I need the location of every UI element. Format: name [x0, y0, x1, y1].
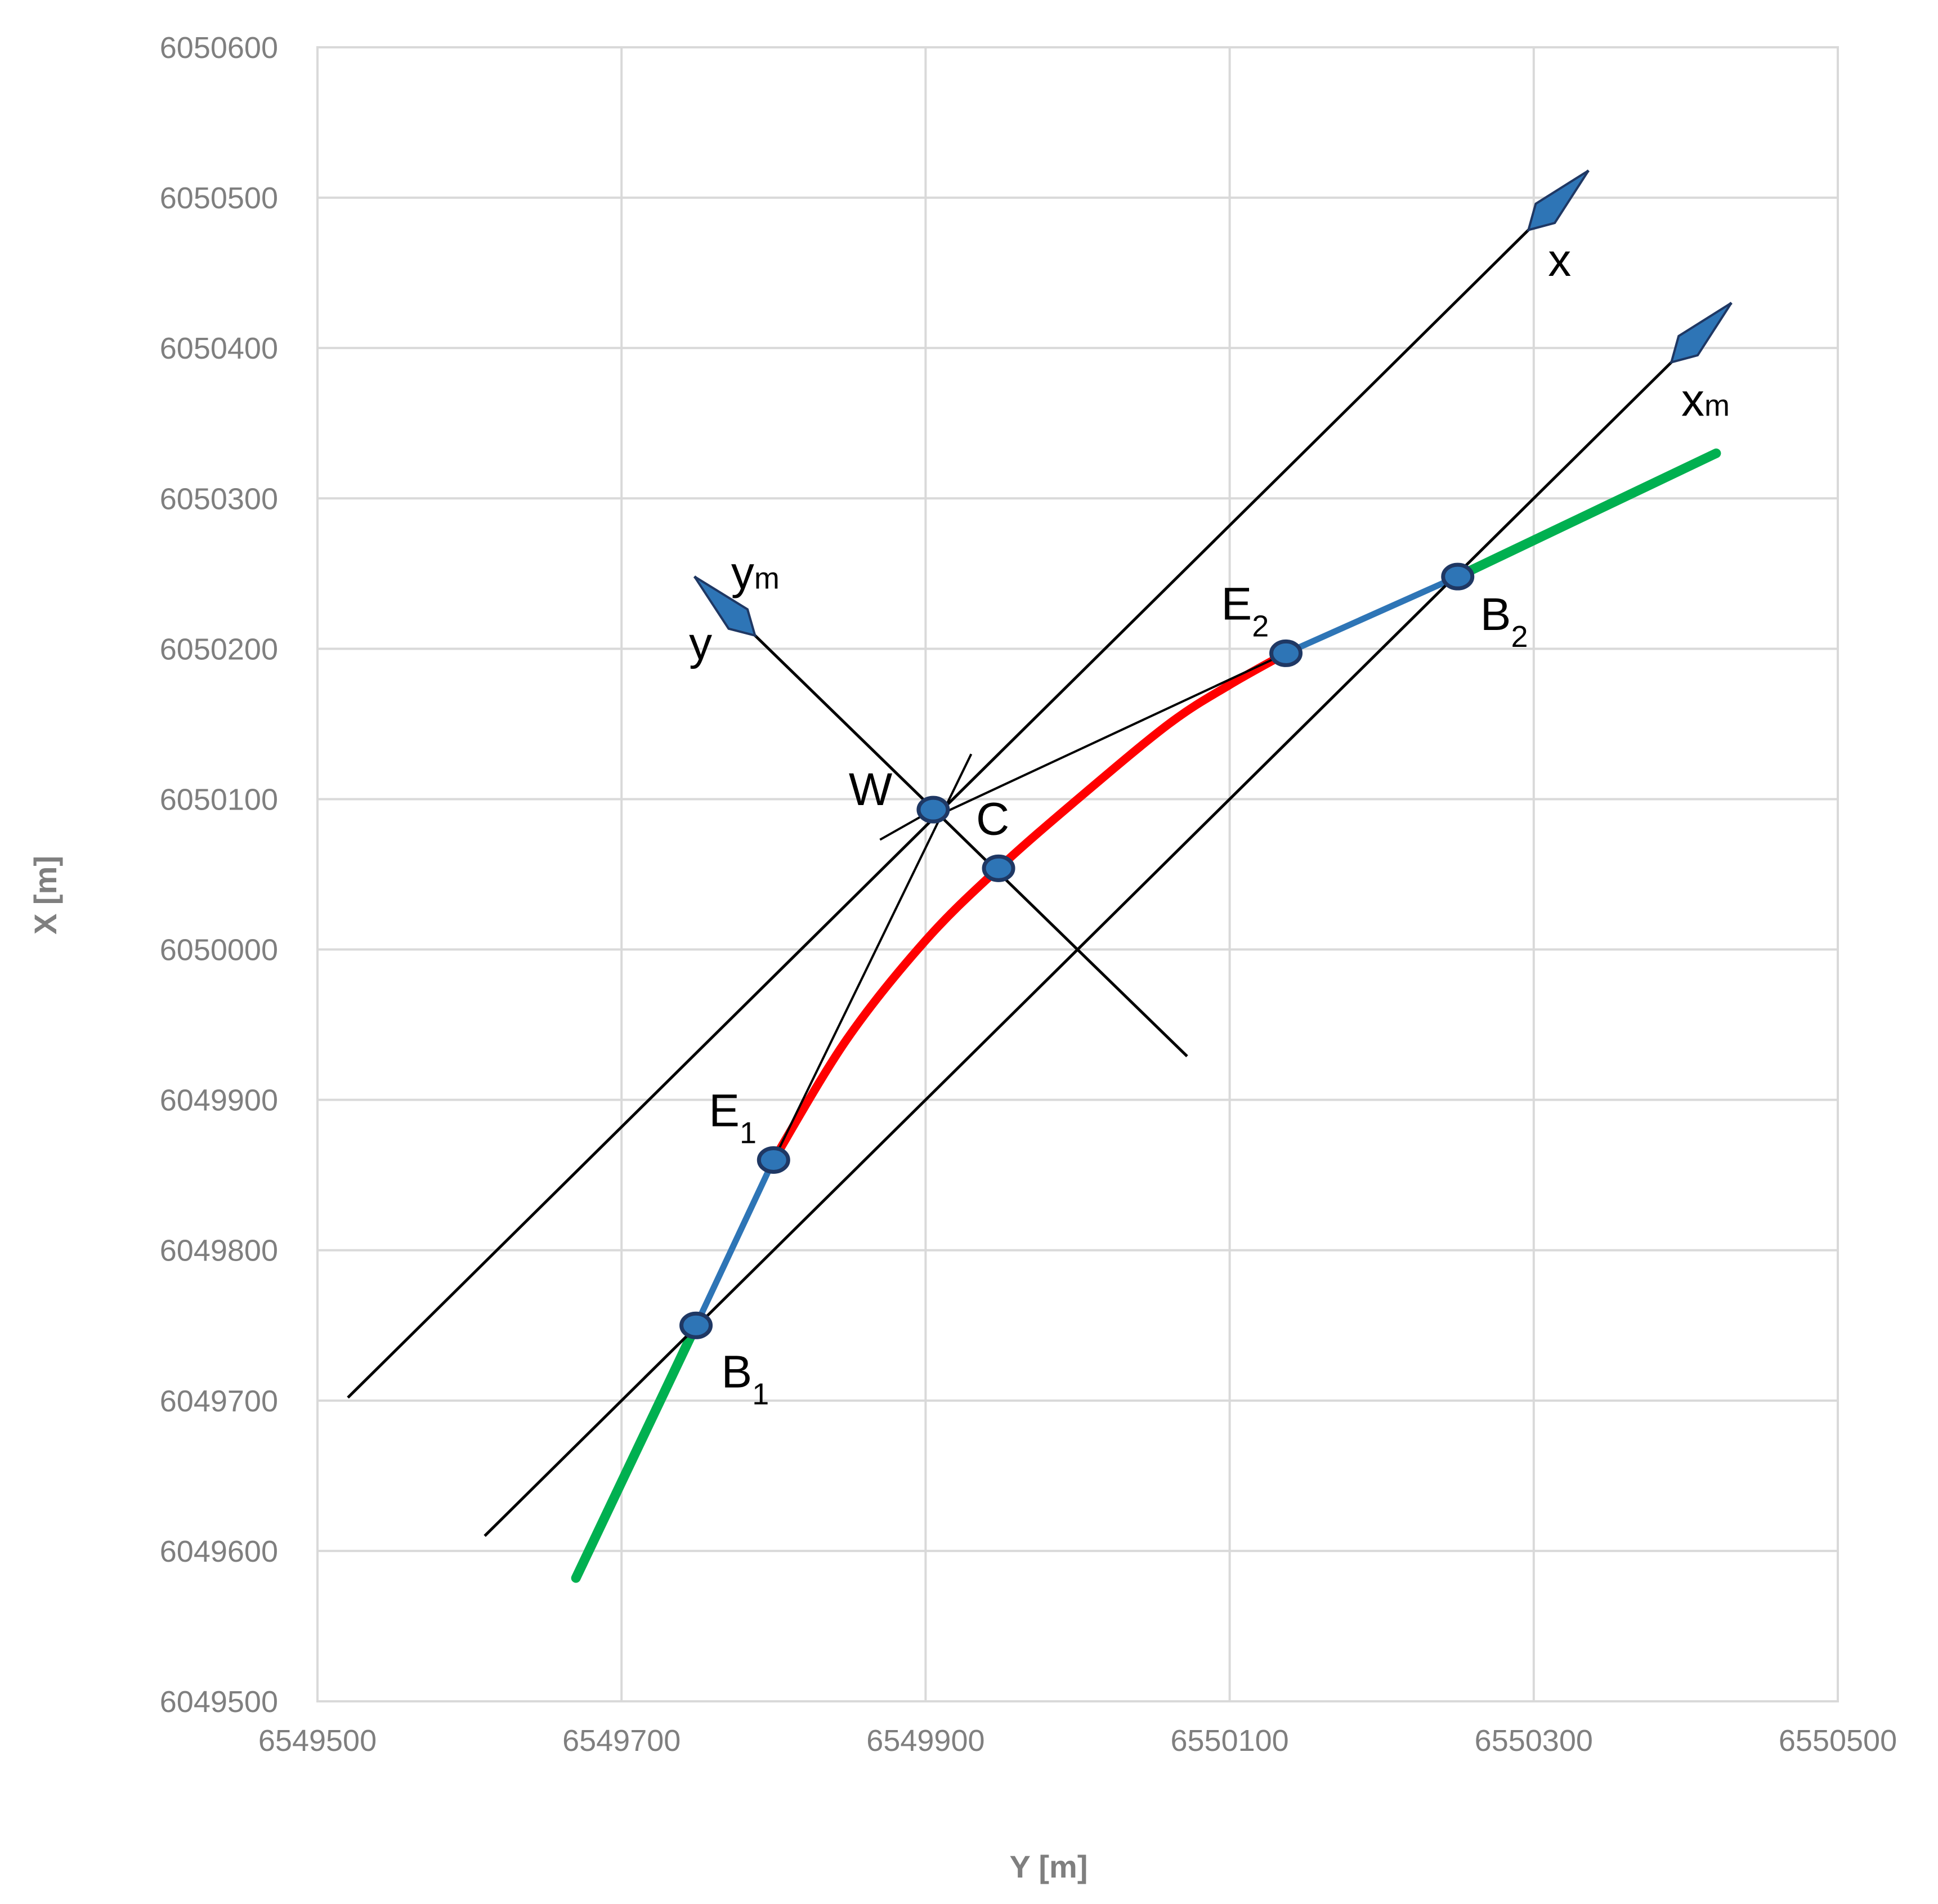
label-e1: E1 — [709, 1085, 757, 1150]
y-tick-label: 6050600 — [160, 31, 278, 65]
label-w: W — [849, 764, 893, 815]
x-axis-title: Y [m] — [1010, 1849, 1088, 1884]
transition-2 — [1283, 573, 1461, 656]
x-tick-label: 6550300 — [1475, 1724, 1593, 1758]
straight-1 — [571, 1320, 701, 1583]
y-tick-label: 6050200 — [160, 632, 278, 666]
y-tick-label: 6049700 — [160, 1384, 278, 1418]
label-xm: xm — [1681, 374, 1730, 426]
x-tick-label: 6549500 — [258, 1724, 377, 1758]
marker-e2 — [1269, 639, 1303, 667]
label-b2: B2 — [1480, 589, 1528, 654]
y-tick-label: 6050100 — [160, 783, 278, 816]
label-subscript: 1 — [752, 1377, 769, 1411]
x-tick-label: 6550100 — [1170, 1724, 1288, 1758]
grid — [316, 46, 1839, 1702]
tick-labels: 6549500 6549700 6549900 6550100 6550300 65505… — [160, 31, 1897, 1758]
xm-axis-line — [484, 302, 1733, 1537]
marker-w — [916, 795, 950, 824]
label-x: x — [1548, 235, 1571, 286]
label-e2: E2 — [1221, 578, 1269, 643]
label-subscript: 2 — [1252, 609, 1269, 643]
y-tick-label: 6050000 — [160, 933, 278, 967]
marker-b1 — [679, 1311, 713, 1339]
label-subscript: 2 — [1511, 620, 1528, 654]
y-tick-label: 6049600 — [160, 1535, 278, 1568]
label-y: y — [689, 618, 712, 669]
point-markers — [679, 562, 1475, 1339]
y-tick-label: 6050300 — [160, 482, 278, 516]
circular-arc — [769, 649, 1291, 1164]
plot-frame — [316, 46, 1839, 1702]
y-tick-label: 6049500 — [160, 1685, 278, 1719]
marker-b2 — [1441, 562, 1475, 591]
axis-label-subscript: m — [1704, 388, 1730, 422]
x-axis-line — [347, 169, 1590, 1399]
label-c: C — [976, 793, 1009, 844]
xm-axis-line-arrowhead — [1670, 302, 1733, 364]
y-axis-title: X [m] — [28, 856, 63, 935]
marker-c — [982, 854, 1015, 882]
label-ym: ym — [731, 548, 780, 599]
axis-label-subscript: m — [754, 562, 780, 596]
marker-e1 — [757, 1146, 790, 1174]
x-tick-label: 6549900 — [866, 1724, 984, 1758]
straight-2 — [1453, 448, 1721, 582]
geometry-lines — [347, 169, 1733, 1583]
x-tick-label: 6549700 — [562, 1724, 681, 1758]
x-tick-label: 6550500 — [1779, 1724, 1897, 1758]
y-tick-label: 6049900 — [160, 1084, 278, 1118]
y-tick-label: 6050500 — [160, 181, 278, 215]
x-axis-line-arrowhead — [1527, 169, 1590, 232]
transition-1 — [693, 1156, 777, 1329]
y-tick-label: 6049800 — [160, 1234, 278, 1268]
y-ym-axis-line-arrowhead — [693, 575, 757, 637]
tangent-w-e2 — [940, 652, 1287, 815]
label-subscript: 1 — [740, 1116, 757, 1150]
y-tick-label: 6050400 — [160, 332, 278, 365]
